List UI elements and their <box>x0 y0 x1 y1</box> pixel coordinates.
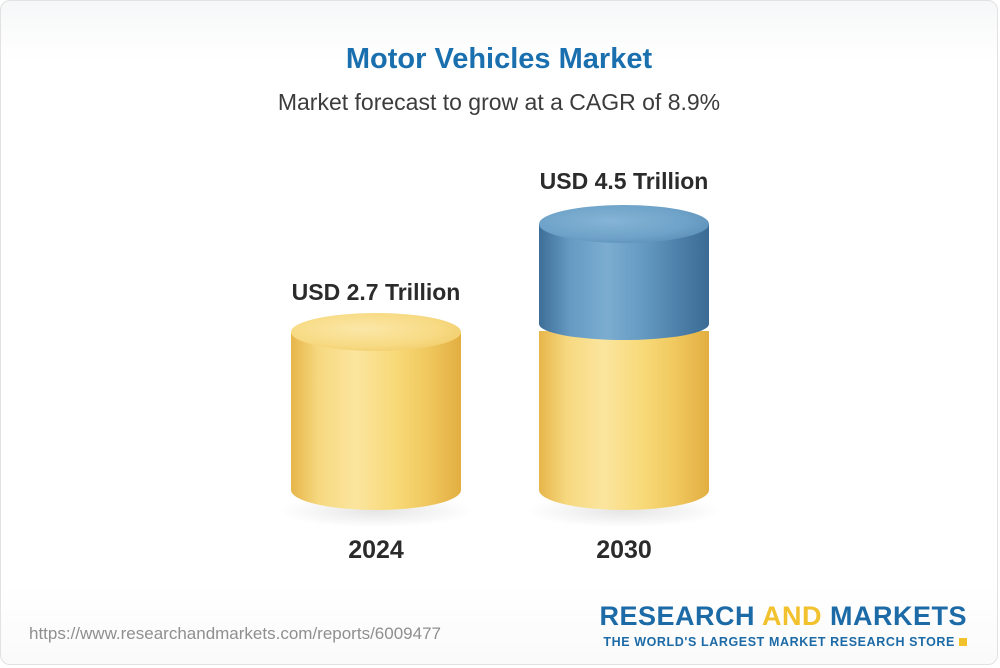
research-and-markets-logo: RESEARCH AND MARKETS THE WORLD'S LARGEST… <box>599 601 967 649</box>
chart-subtitle: Market forecast to grow at a CAGR of 8.9… <box>277 89 721 115</box>
bar-2030-category-label: 2030 <box>596 536 652 564</box>
bar-2030-cylinder-growth-segment <box>539 224 709 340</box>
bar-2030-cylinder-top <box>539 205 709 243</box>
logo-yellow-square-icon <box>959 638 967 646</box>
bar-2030: USD 4.5 Trillion 2030 <box>519 1 729 668</box>
logo-tagline-text: THE WORLD'S LARGEST MARKET RESEARCH STOR… <box>603 635 955 649</box>
logo-tagline: THE WORLD'S LARGEST MARKET RESEARCH STOR… <box>599 635 967 649</box>
bar-2024-cylinder-body <box>291 332 461 510</box>
bar-2024-cylinder-top <box>291 313 461 351</box>
logo-word-research: RESEARCH <box>599 601 755 631</box>
bar-2024-value-label: USD 2.7 Trillion <box>291 279 461 305</box>
logo-wordmark: RESEARCH AND MARKETS <box>599 601 967 632</box>
logo-word-and: AND <box>761 601 822 631</box>
bar-2030-cylinder-base-segment <box>539 331 709 510</box>
bar-2024: USD 2.7 Trillion 2024 <box>271 1 481 668</box>
logo-word-markets: MARKETS <box>830 601 967 631</box>
report-url[interactable]: https://www.researchandmarkets.com/repor… <box>29 624 441 643</box>
bar-2030-value-label: USD 4.5 Trillion <box>539 168 709 194</box>
chart-title: Motor Vehicles Market <box>345 43 653 75</box>
bar-2024-category-label: 2024 <box>348 536 404 564</box>
